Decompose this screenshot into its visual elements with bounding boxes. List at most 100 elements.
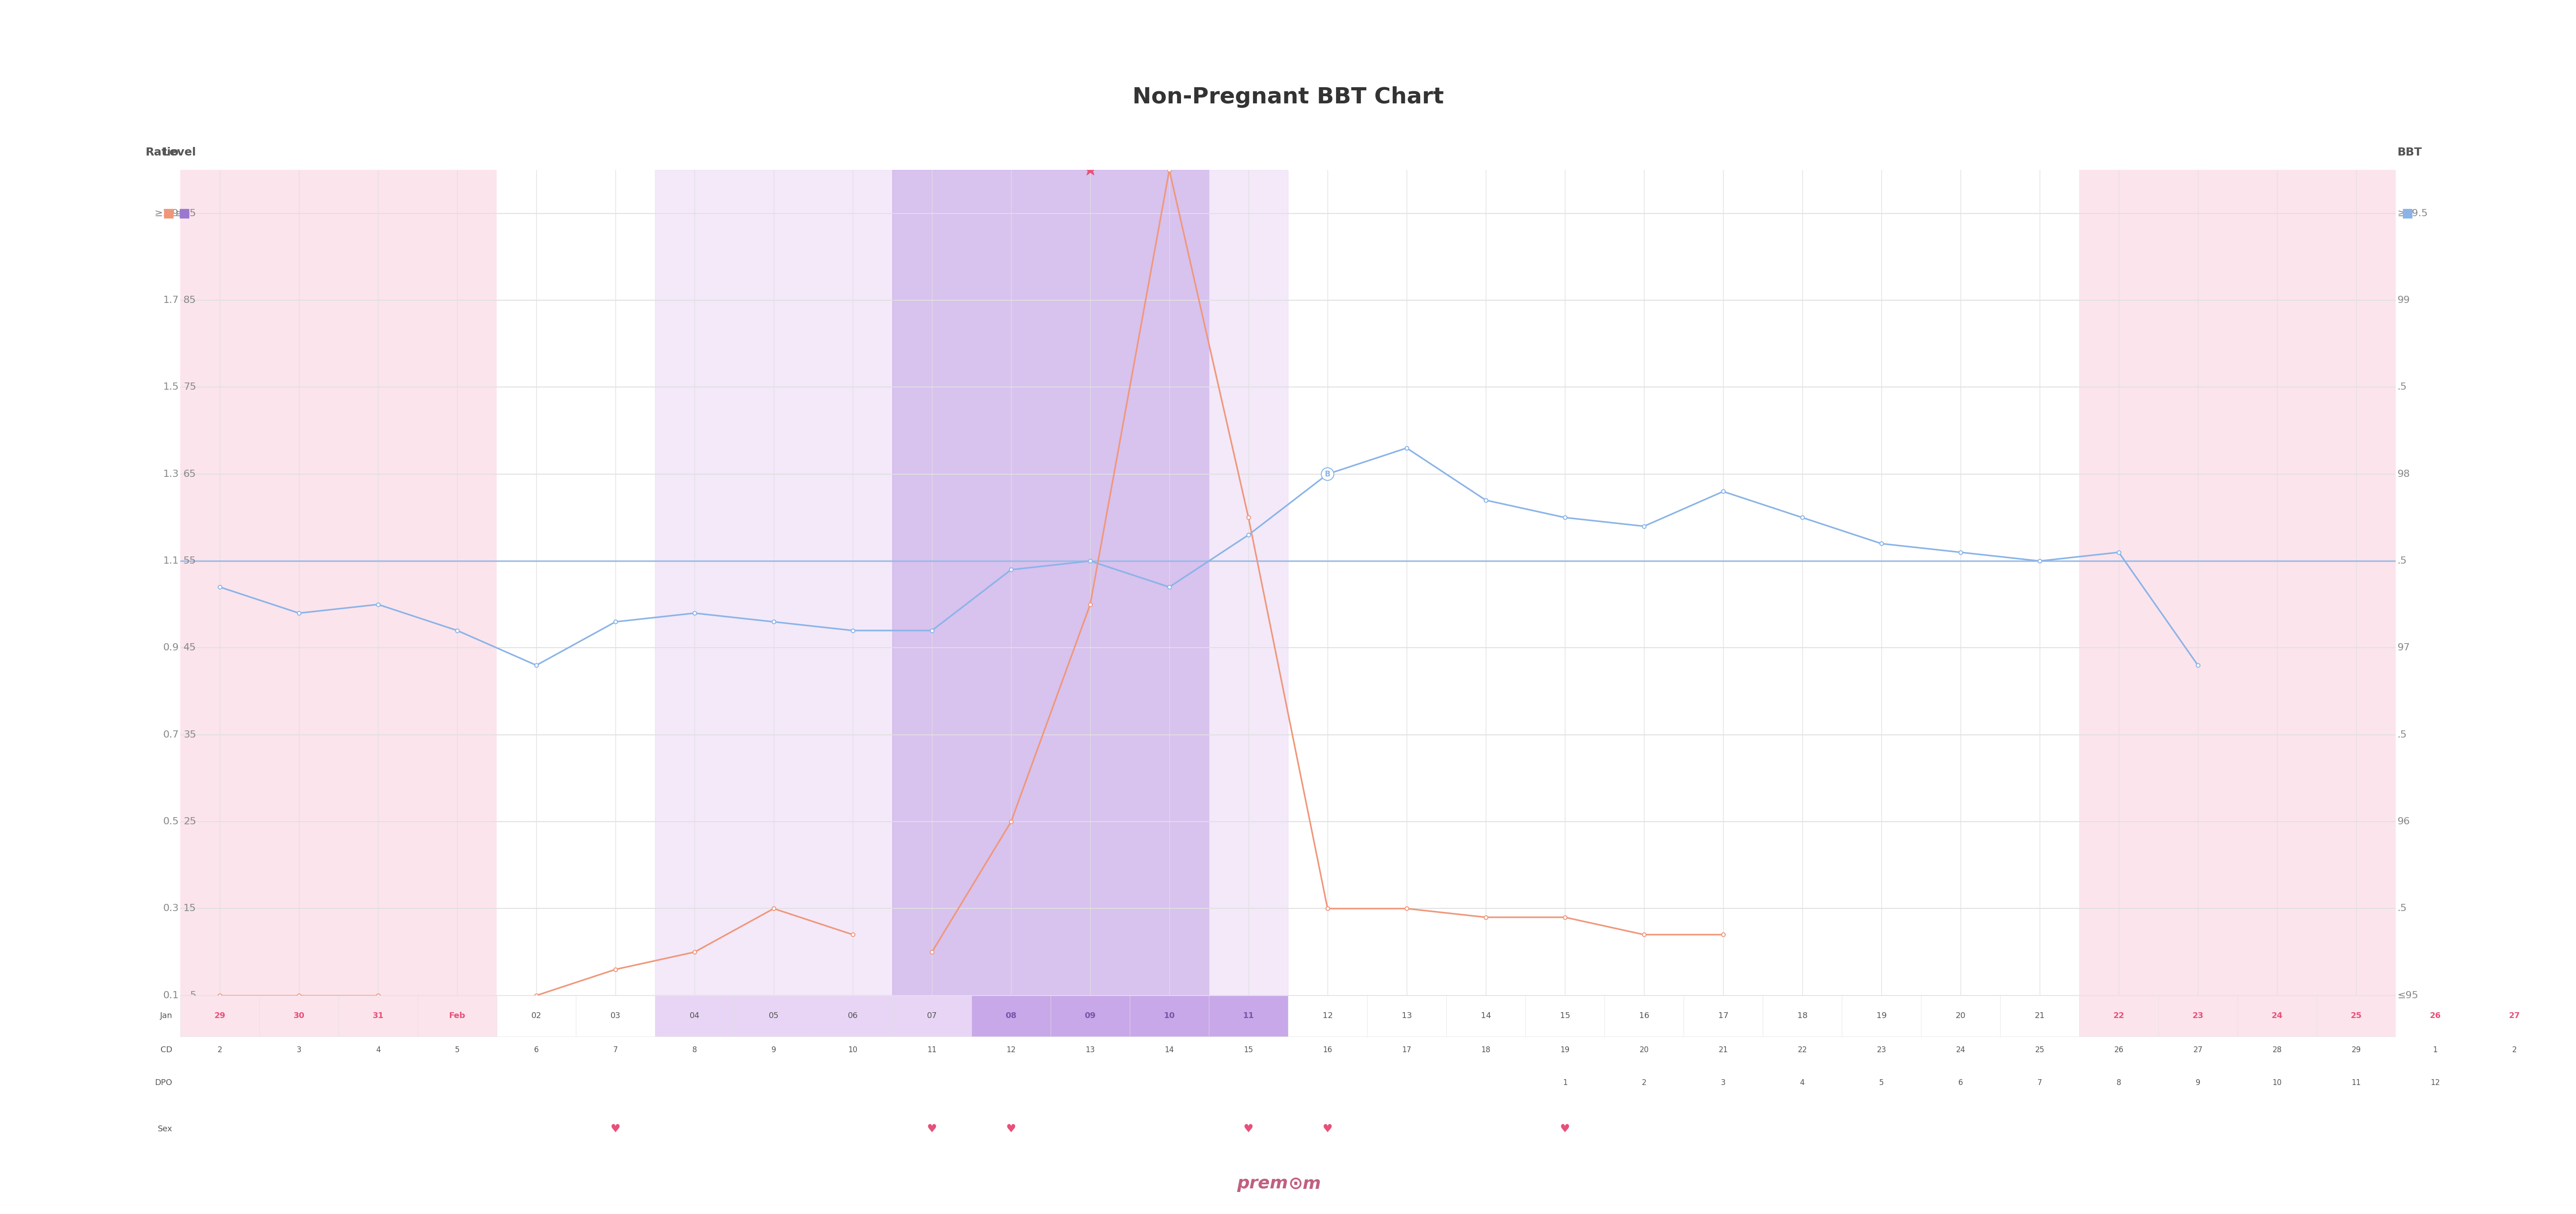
Text: 26: 26 (2429, 1012, 2442, 1020)
Text: prem: prem (1236, 1175, 1288, 1192)
Text: 3: 3 (1721, 1079, 1726, 1087)
FancyBboxPatch shape (654, 995, 734, 1037)
FancyBboxPatch shape (971, 995, 1051, 1037)
Text: Non-Pregnant BBT Chart: Non-Pregnant BBT Chart (1133, 86, 1443, 108)
Text: ♥: ♥ (1321, 1124, 1332, 1134)
Text: 35: 35 (183, 731, 196, 739)
Text: 24: 24 (1955, 1046, 1965, 1054)
Text: 30: 30 (294, 1012, 304, 1020)
FancyBboxPatch shape (1605, 995, 1685, 1037)
Text: 14: 14 (1481, 1012, 1492, 1020)
Text: 10: 10 (2272, 1079, 2282, 1087)
Text: 5: 5 (456, 1046, 459, 1054)
Text: 2: 2 (1641, 1079, 1646, 1087)
Text: Jan: Jan (160, 1012, 173, 1020)
Text: 27: 27 (2509, 1012, 2519, 1020)
FancyBboxPatch shape (734, 995, 814, 1037)
Text: 17: 17 (1718, 1012, 1728, 1020)
Text: 6: 6 (1958, 1079, 1963, 1087)
Text: 7: 7 (613, 1046, 618, 1054)
Text: 17: 17 (1401, 1046, 1412, 1054)
Text: ≥1.9: ≥1.9 (155, 209, 178, 217)
Text: ≥99.5: ≥99.5 (2398, 209, 2429, 217)
Text: 11: 11 (927, 1046, 938, 1054)
Text: Ratio: Ratio (144, 147, 178, 158)
Text: 22: 22 (1798, 1046, 1806, 1054)
Text: 15: 15 (1244, 1046, 1252, 1054)
FancyBboxPatch shape (1208, 995, 1288, 1037)
Text: 26: 26 (2115, 1046, 2123, 1054)
Text: 25: 25 (2349, 1012, 2362, 1020)
FancyBboxPatch shape (2239, 995, 2316, 1037)
Text: 1.5: 1.5 (162, 382, 178, 392)
FancyBboxPatch shape (417, 995, 497, 1037)
FancyBboxPatch shape (891, 995, 971, 1037)
Text: 1.7: 1.7 (162, 296, 178, 305)
Text: 5: 5 (191, 991, 196, 1000)
Text: .5: .5 (2398, 382, 2406, 392)
Text: 99: 99 (2398, 296, 2411, 305)
FancyBboxPatch shape (1445, 995, 1525, 1037)
Text: 11: 11 (1242, 1012, 1255, 1020)
Text: 98: 98 (2398, 470, 2411, 478)
Text: 18: 18 (1481, 1046, 1492, 1054)
Text: ♥: ♥ (611, 1124, 621, 1134)
Text: 15: 15 (1561, 1012, 1569, 1020)
Text: 10: 10 (848, 1046, 858, 1054)
FancyBboxPatch shape (1525, 995, 1605, 1037)
Text: 12: 12 (2432, 1079, 2439, 1087)
Text: 1.3: 1.3 (162, 470, 178, 478)
Text: 65: 65 (183, 470, 196, 478)
Text: 24: 24 (2272, 1012, 2282, 1020)
FancyBboxPatch shape (2079, 995, 2159, 1037)
Bar (891, 170, 1208, 995)
FancyBboxPatch shape (1762, 995, 1842, 1037)
FancyBboxPatch shape (497, 995, 577, 1037)
Text: 9: 9 (770, 1046, 775, 1054)
Text: 07: 07 (927, 1012, 938, 1020)
Text: BBT: BBT (2398, 147, 2421, 158)
FancyBboxPatch shape (814, 995, 891, 1037)
Text: 10: 10 (1164, 1012, 1175, 1020)
Text: ⊙m: ⊙m (1288, 1175, 1321, 1192)
Text: 05: 05 (768, 1012, 778, 1020)
Text: 25: 25 (2035, 1046, 2045, 1054)
Text: 02: 02 (531, 1012, 541, 1020)
Text: 16: 16 (1324, 1046, 1332, 1054)
Text: 8: 8 (693, 1046, 698, 1054)
Text: 16: 16 (1638, 1012, 1649, 1020)
Text: 7: 7 (2038, 1079, 2043, 1087)
Text: 23: 23 (2192, 1012, 2202, 1020)
Bar (1208, 170, 1288, 995)
Text: 11: 11 (2352, 1079, 2360, 1087)
Text: 2: 2 (216, 1046, 222, 1054)
Text: ♥: ♥ (1007, 1124, 1015, 1134)
Text: .5: .5 (2398, 731, 2406, 739)
Text: 96: 96 (2398, 817, 2411, 827)
Text: 2: 2 (2512, 1046, 2517, 1054)
FancyBboxPatch shape (1685, 995, 1762, 1037)
Text: B: B (1324, 470, 1329, 478)
FancyBboxPatch shape (2316, 995, 2396, 1037)
Text: 27: 27 (2192, 1046, 2202, 1054)
Text: 0.5: 0.5 (162, 817, 178, 827)
Text: 13: 13 (1084, 1046, 1095, 1054)
FancyBboxPatch shape (180, 995, 260, 1037)
Text: 75: 75 (183, 382, 196, 392)
Text: 20: 20 (1955, 1012, 1965, 1020)
Text: 0.7: 0.7 (162, 731, 178, 739)
Text: 8: 8 (2117, 1079, 2120, 1087)
Text: ♥: ♥ (1244, 1124, 1255, 1134)
Bar (180, 170, 497, 995)
Text: Sex: Sex (157, 1125, 173, 1133)
Text: 12: 12 (1321, 1012, 1332, 1020)
Text: 29: 29 (214, 1012, 227, 1020)
FancyBboxPatch shape (1368, 995, 1445, 1037)
Text: .5: .5 (2398, 904, 2406, 913)
Bar (2079, 170, 2396, 995)
FancyBboxPatch shape (1288, 995, 1368, 1037)
Text: 03: 03 (611, 1012, 621, 1020)
Text: 21: 21 (1718, 1046, 1728, 1054)
Text: 4: 4 (376, 1046, 381, 1054)
Text: 5: 5 (1878, 1079, 1883, 1087)
